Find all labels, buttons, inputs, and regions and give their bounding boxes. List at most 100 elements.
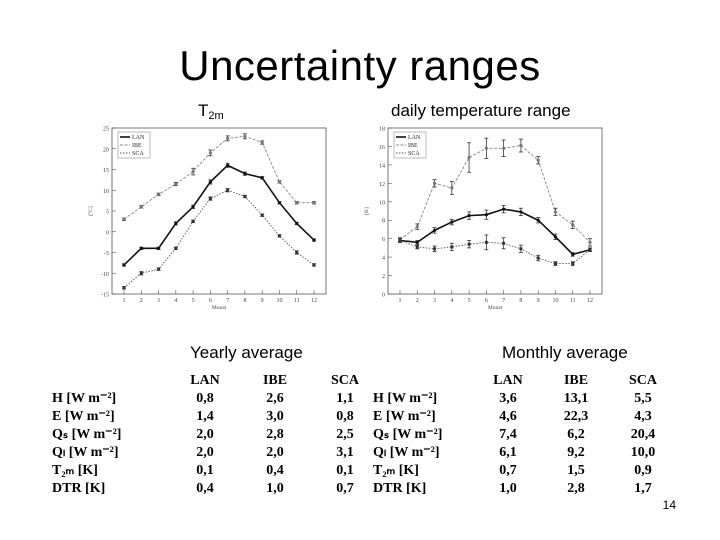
data-point [226,163,230,167]
legend-label: IBE [408,143,418,149]
cell-value: 2,8 [266,427,284,442]
x-tick-label: 3 [157,298,160,304]
t2m-subtitle-base: T [198,101,209,120]
data-point [432,228,437,232]
data-point [467,242,471,246]
data-point [277,234,281,238]
data-point [174,182,178,186]
row-label: DTR [K] [373,481,427,496]
cell-value: 0,4 [266,463,284,478]
cell-value: 9,2 [567,445,585,460]
x-tick-label: 8 [243,298,246,304]
data-point [191,169,195,174]
data-point [467,214,471,218]
slide-title: Uncertainty ranges [179,42,541,89]
cell-value: 13,1 [563,391,589,406]
dtr-subtitle: daily temperature range [391,101,571,120]
data-point [260,140,264,145]
data-point [295,251,299,254]
data-point [502,241,506,245]
table-row: H [W m⁻²] 3,6 13,1 5,5 [373,390,677,408]
table-row: Qₗ [W m⁻²] 2,0 2,0 3,1 [52,444,380,462]
cell-value: 0,4 [196,481,214,496]
x-tick-label: 10 [276,298,282,304]
y-tick-label: 5 [106,210,109,216]
cell-value: 0,7 [499,463,517,478]
cell-value: 7,4 [499,427,517,442]
y-axis-label: [°C] [87,206,94,216]
legend-label: LAN [408,135,421,141]
data-point [139,271,143,275]
data-point [295,201,299,205]
x-axis-label: Monat [488,305,503,311]
table-row: T₂ₘ [K] 0,1 0,4 0,1 [52,462,380,480]
y-tick-label: 15 [103,168,109,174]
data-point [139,205,143,209]
series-line-sca [399,240,591,265]
data-point [122,286,126,290]
data-point [243,172,247,176]
cell-value: 2,6 [266,391,284,406]
legend-label: IBE [132,143,142,149]
table-row: Qₗ [W m⁻²] 6,1 9,2 10,0 [373,444,677,462]
x-axis-label: Monat [212,305,227,311]
cell-value: 1,7 [634,481,652,496]
data-point [398,239,402,243]
x-tick-label: 9 [537,298,540,304]
data-point [312,263,316,267]
data-point [260,176,264,180]
y-tick-label: 8 [382,219,385,225]
y-tick-label: 16 [379,145,385,151]
cell-value: 2,0 [266,445,284,460]
data-point [226,136,230,140]
cell-value: 1,1 [336,391,354,406]
data-point [243,194,247,198]
y-tick-label: 4 [382,256,385,262]
series-line-lan [123,164,315,266]
legend-label: LAN [132,135,145,141]
data-point [415,245,419,249]
data-point [191,219,195,223]
y-tick-label: -15 [101,293,109,299]
cell-value: 2,8 [567,481,585,496]
data-point [260,213,264,217]
cell-value: 5,5 [634,391,652,406]
data-point [139,246,143,250]
cell-value: 2,5 [336,427,354,442]
table-row: Qₛ [W m⁻²] 7,4 6,2 20,4 [373,426,677,444]
cell-value: 3,0 [266,409,284,424]
cell-value: 4,3 [634,409,652,424]
data-point [122,263,126,267]
table-row: E [W m⁻²] 4,6 22,3 4,3 [373,408,677,426]
table-row: DTR [K] 0,4 1,0 0,7 [52,480,380,498]
data-point [519,143,523,148]
row-label: T₂ₘ [K] [373,463,419,478]
data-point [484,213,488,217]
x-tick-label: 1 [123,298,126,304]
data-point [588,240,592,244]
y-tick-label: -10 [101,272,109,278]
data-point [415,240,419,244]
data-point [553,210,558,214]
cell-value: 3,6 [499,391,517,406]
table-row: T₂ₘ [K] 0,7 1,5 0,9 [373,462,677,480]
monthly-subtitle: Monthly average [502,343,628,362]
legend-label: SCA [132,151,144,157]
table-header-row: LAN IBE SCA [373,372,677,390]
x-tick-label: 2 [140,298,143,304]
x-tick-label: 7 [226,298,229,304]
data-point [553,235,558,239]
data-point [450,186,454,190]
data-point [519,210,523,214]
t2m-subtitle: T2m [198,101,224,122]
row-label: H [W m⁻²] [52,391,117,406]
data-point [208,151,212,155]
x-tick-label: 5 [468,298,471,304]
data-point [156,192,161,196]
cell-value: 1,0 [499,481,517,496]
x-tick-label: 7 [502,298,505,304]
data-point [208,197,212,201]
x-tick-label: 3 [433,298,436,304]
